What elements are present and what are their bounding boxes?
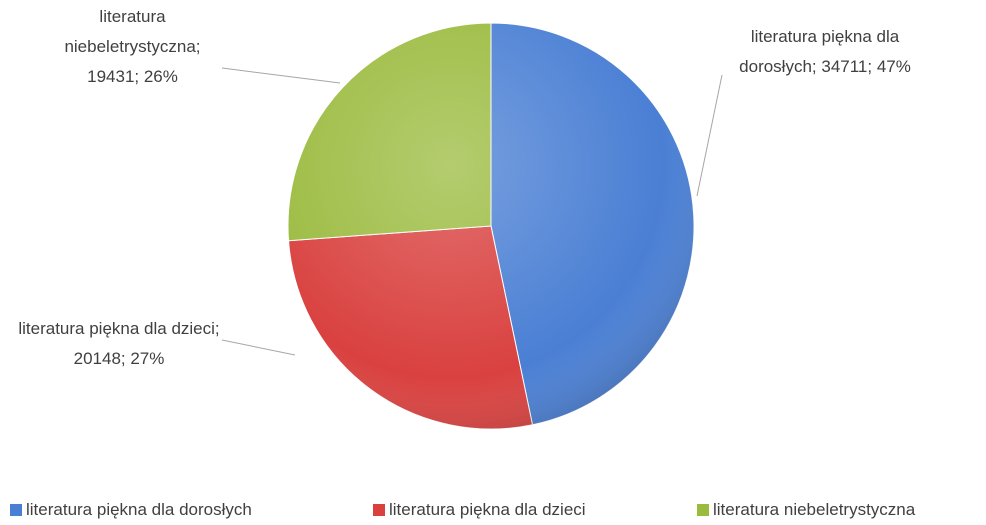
legend-item: literatura niebeletrystyczna (697, 500, 915, 520)
legend-swatch (373, 504, 385, 516)
legend-item: literatura piękna dla dorosłych (10, 500, 252, 520)
leader-line (221, 339, 296, 356)
data-label: literatura piękna dla dzieci; 20148; 27% (18, 319, 220, 368)
legend-item: literatura piękna dla dzieci (373, 500, 586, 520)
legend-label: literatura piękna dla dzieci (389, 500, 586, 519)
legend-swatch (697, 504, 709, 516)
leader-line (696, 74, 723, 197)
data-label: literatura niebeletrystyczna; 19431; 26% (64, 7, 201, 86)
legend-swatch (10, 504, 22, 516)
leader-line (221, 67, 341, 84)
pie-slice (287, 225, 534, 430)
pie-slice (490, 22, 695, 426)
legend-label: literatura niebeletrystyczna (713, 500, 916, 519)
legend-label: literatura piękna dla dorosłych (26, 500, 252, 519)
pie-slice (287, 22, 492, 242)
data-label: literatura piękna dla dorosłych; 34711; … (739, 27, 911, 76)
